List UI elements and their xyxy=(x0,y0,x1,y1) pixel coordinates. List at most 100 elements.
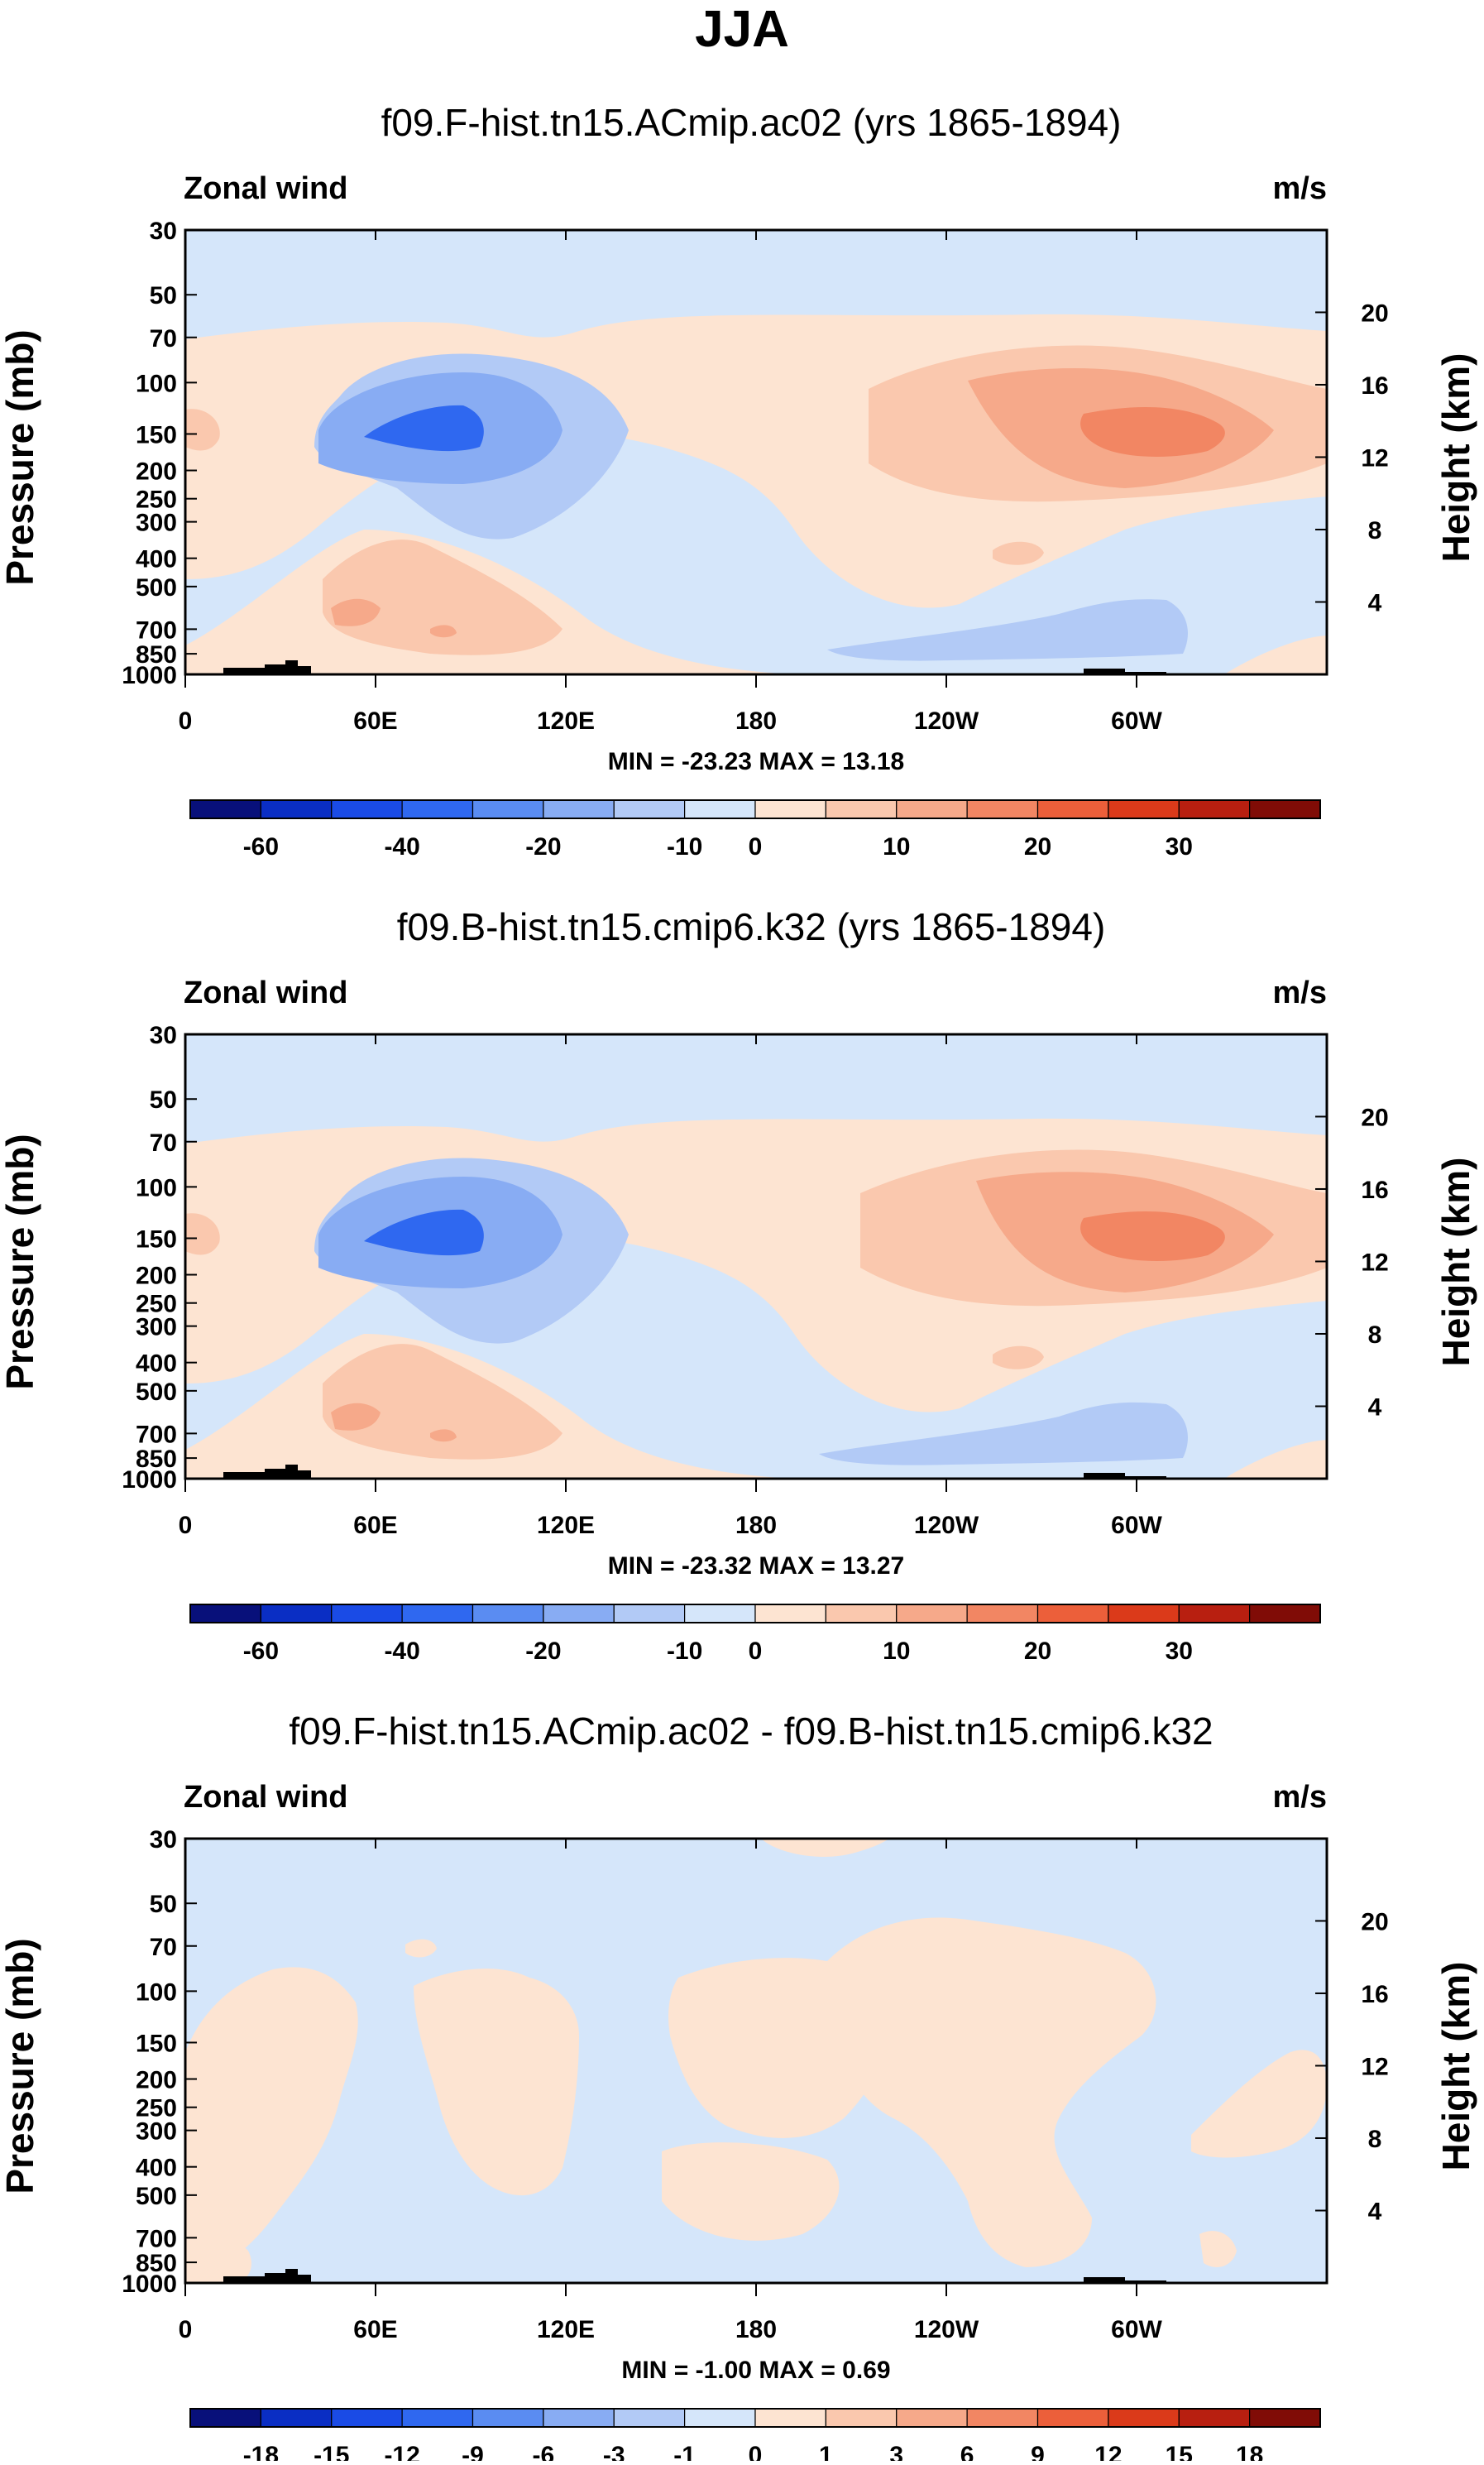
colorbar-label: -15 xyxy=(314,2442,349,2461)
colorbar-swatch xyxy=(825,799,898,819)
x-tick-label: 60W xyxy=(1111,1512,1162,1539)
colorbar-swatch xyxy=(825,2408,898,2428)
y2-tick-label: 8 xyxy=(1368,1321,1382,1349)
panel-title: f09.F-hist.tn15.ACmip.ac02 (yrs 1865-189… xyxy=(381,101,1122,144)
y-tick-label: 500 xyxy=(136,2183,177,2210)
y2-tick-label: 12 xyxy=(1361,1249,1388,1276)
x-tick-label: 0 xyxy=(179,1512,193,1539)
y-tick-label: 150 xyxy=(136,1225,177,1253)
contour-fill xyxy=(331,1403,381,1431)
contour-fill xyxy=(331,598,381,626)
x-ticks: 0 60E 120E 180 120W 60W xyxy=(179,230,1163,735)
y2-ticks: 20 16 12 8 4 xyxy=(1315,1104,1389,1421)
y-tick-label: 30 xyxy=(150,1826,177,1854)
panel-title: f09.B-hist.tn15.cmip6.k32 (yrs 1865-1894… xyxy=(397,905,1106,948)
colorbar-swatch xyxy=(754,2408,826,2428)
x-ticks: 0 60E 120E 180 120W 60W xyxy=(179,1839,1163,2343)
colorbar-label: -10 xyxy=(667,833,702,861)
x-tick-label: 0 xyxy=(179,2316,193,2343)
colorbar-swatch xyxy=(613,1604,686,1623)
colorbar-swatch xyxy=(966,2408,1039,2428)
colorbar-label: -20 xyxy=(525,833,561,861)
colorbar-swatch xyxy=(260,2408,333,2428)
colorbar-swatch xyxy=(189,2408,261,2428)
colorbar-swatch xyxy=(543,2408,615,2428)
colorbar-label: 6 xyxy=(960,2442,974,2461)
y-tick-label: 70 xyxy=(150,1129,177,1157)
colorbar-swatch xyxy=(754,1604,826,1623)
units-label: m/s xyxy=(1273,976,1327,1010)
y-tick-label: 300 xyxy=(136,510,177,537)
contour-fill xyxy=(185,1967,358,2283)
colorbar-label: 10 xyxy=(883,1638,910,1665)
colorbar-label: -60 xyxy=(243,833,279,861)
colorbar: -18 -15 -12 -9 -6 -3 -1 0 1 3 6 9 12 15 18 xyxy=(189,2408,1321,2465)
colorbar-label: 30 xyxy=(1166,833,1193,861)
x-tick-label: 120W xyxy=(914,707,979,735)
colorbar-swatch xyxy=(684,2408,756,2428)
contour-fill xyxy=(1224,635,1327,674)
y2-tick-label: 4 xyxy=(1368,589,1382,616)
y2-tick-label: 20 xyxy=(1361,1104,1388,1131)
contour-fill xyxy=(1199,2231,1237,2267)
y2-tick-label: 4 xyxy=(1368,1393,1382,1421)
colorbar-label: -3 xyxy=(603,2442,625,2461)
y-tick-label: 1000 xyxy=(122,662,177,689)
y2-tick-label: 16 xyxy=(1361,372,1388,400)
colorbar-label: 1 xyxy=(819,2442,833,2461)
contour-fill xyxy=(323,1344,562,1460)
x-tick-label: 120W xyxy=(914,2316,979,2343)
colorbar-swatch xyxy=(1108,2408,1180,2428)
y2-tick-label: 8 xyxy=(1368,517,1382,544)
colorbar-label: -40 xyxy=(384,1638,419,1665)
x-tick-label: 60E xyxy=(353,1512,397,1539)
colorbar-swatch xyxy=(1036,2408,1109,2428)
contour-fill xyxy=(364,1209,484,1256)
x-tick-label: 60E xyxy=(353,707,397,735)
y-tick-label: 850 xyxy=(136,1446,177,1473)
contour-fill xyxy=(414,1969,579,2196)
colorbar-swatch xyxy=(189,1604,261,1623)
svg-text:Pressure (mb): Pressure (mb) xyxy=(0,1938,41,2194)
y2-tick-label: 16 xyxy=(1361,1981,1388,2008)
variable-label: Zonal wind xyxy=(184,171,347,206)
colorbar-swatch xyxy=(966,799,1039,819)
units-label: m/s xyxy=(1273,1780,1327,1815)
y-tick-label: 50 xyxy=(150,282,177,309)
colorbar-label: 9 xyxy=(1031,2442,1045,2461)
colorbar-label: -60 xyxy=(243,1638,279,1665)
y2-tick-label: 12 xyxy=(1361,2053,1388,2080)
y-tick-label: 200 xyxy=(136,1263,177,1290)
y-tick-label: 300 xyxy=(136,1314,177,1341)
figure-title: JJA xyxy=(695,1,789,58)
y2-axis-title: Height (km) xyxy=(1434,1962,1477,2171)
x-tick-label: 180 xyxy=(735,707,777,735)
contour-fill xyxy=(1080,1211,1225,1261)
colorbar-swatch xyxy=(472,799,544,819)
y-tick-label: 70 xyxy=(150,1934,177,1961)
y-tick-label: 850 xyxy=(136,641,177,669)
contour-fill xyxy=(430,1429,457,1442)
y-tick-label: 250 xyxy=(136,2095,177,2122)
y-tick-label: 700 xyxy=(136,616,177,644)
y-axis-title: Pressure (mb) xyxy=(0,1938,41,2194)
y-tick-label: 50 xyxy=(150,1086,177,1114)
y-tick-label: 400 xyxy=(136,2155,177,2182)
colorbar-label: 20 xyxy=(1024,833,1051,861)
colorbar-swatch xyxy=(1249,799,1321,819)
variable-label: Zonal wind xyxy=(184,1780,347,1815)
y-tick-label: 250 xyxy=(136,1291,177,1318)
contour-fill xyxy=(993,541,1044,565)
x-tick-label: 60E xyxy=(353,2316,397,2343)
colorbar-swatch xyxy=(1178,2408,1251,2428)
colorbar-swatch xyxy=(189,799,261,819)
y-tick-label: 30 xyxy=(150,218,177,245)
y-tick-label: 100 xyxy=(136,370,177,397)
colorbar: -60 -40 -20 -10 0 10 20 30 xyxy=(189,799,1321,861)
y2-tick-label: 4 xyxy=(1368,2198,1382,2225)
colorbar-swatch xyxy=(472,2408,544,2428)
colorbar-swatch xyxy=(260,799,333,819)
x-ticks: 0 60E 120E 180 120W 60W xyxy=(179,1034,1163,1539)
